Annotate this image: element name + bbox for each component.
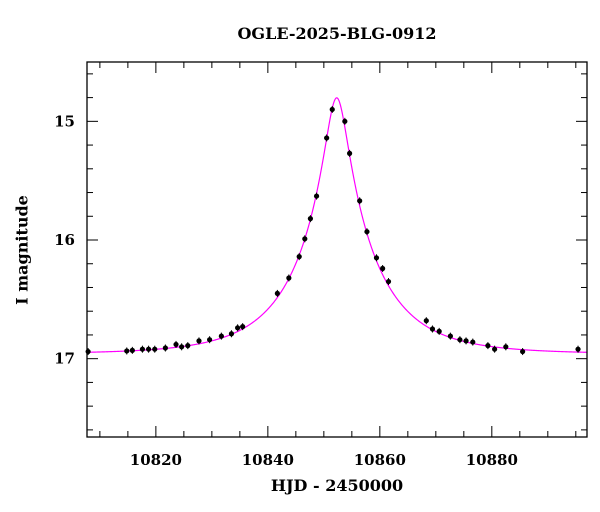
plot-frame <box>86 61 588 438</box>
data-point <box>302 236 308 242</box>
data-point <box>129 347 135 353</box>
data-point <box>457 337 463 343</box>
data-point <box>329 106 335 113</box>
data-point <box>152 346 158 352</box>
data-point <box>274 290 280 297</box>
data-point <box>447 333 453 339</box>
data-point <box>124 348 130 354</box>
data-point <box>240 324 246 330</box>
model-curve <box>86 97 588 353</box>
data-point <box>185 343 191 349</box>
data-point <box>324 135 330 141</box>
tick-labels: 10820 10840 10860 10880 15 16 17 <box>54 112 518 469</box>
y-tick-label: 17 <box>54 350 75 368</box>
axis-ticks <box>87 62 587 437</box>
y-axis-label: I magnitude <box>12 195 32 305</box>
data-point <box>145 346 152 352</box>
data-point <box>470 339 476 345</box>
data-point <box>364 229 370 235</box>
x-tick-label: 10820 <box>130 451 182 469</box>
data-point <box>173 341 179 348</box>
chart-title: OGLE-2025-BLG-0912 <box>237 24 437 43</box>
data-point <box>380 265 386 272</box>
data-points <box>85 105 581 356</box>
data-point <box>313 193 320 199</box>
data-point <box>492 346 498 352</box>
data-point <box>286 275 292 281</box>
data-point <box>575 346 581 352</box>
data-point <box>423 318 429 324</box>
x-tick-label: 10860 <box>354 451 406 469</box>
y-tick-label: 15 <box>54 112 75 130</box>
data-point <box>346 150 353 156</box>
data-point <box>357 198 363 204</box>
data-point <box>85 348 91 355</box>
data-point <box>385 278 392 285</box>
data-point <box>235 325 241 331</box>
y-tick-label: 16 <box>54 231 75 249</box>
data-point <box>179 344 185 350</box>
data-point <box>296 254 302 260</box>
data-point <box>503 344 509 350</box>
data-point <box>228 331 235 337</box>
x-tick-label: 10840 <box>242 451 294 469</box>
x-tick-label: 10880 <box>466 451 518 469</box>
data-point <box>342 118 348 124</box>
data-point <box>429 326 436 332</box>
data-point <box>307 216 314 222</box>
x-axis-label: HJD - 2450000 <box>270 476 404 495</box>
data-point <box>485 343 491 349</box>
data-point <box>218 333 224 339</box>
data-point <box>139 346 146 352</box>
data-point <box>463 338 469 344</box>
data-point <box>207 337 213 343</box>
data-point <box>520 348 526 355</box>
data-point <box>436 328 442 334</box>
data-point <box>162 345 168 351</box>
data-point <box>196 338 202 344</box>
data-point <box>373 255 380 261</box>
